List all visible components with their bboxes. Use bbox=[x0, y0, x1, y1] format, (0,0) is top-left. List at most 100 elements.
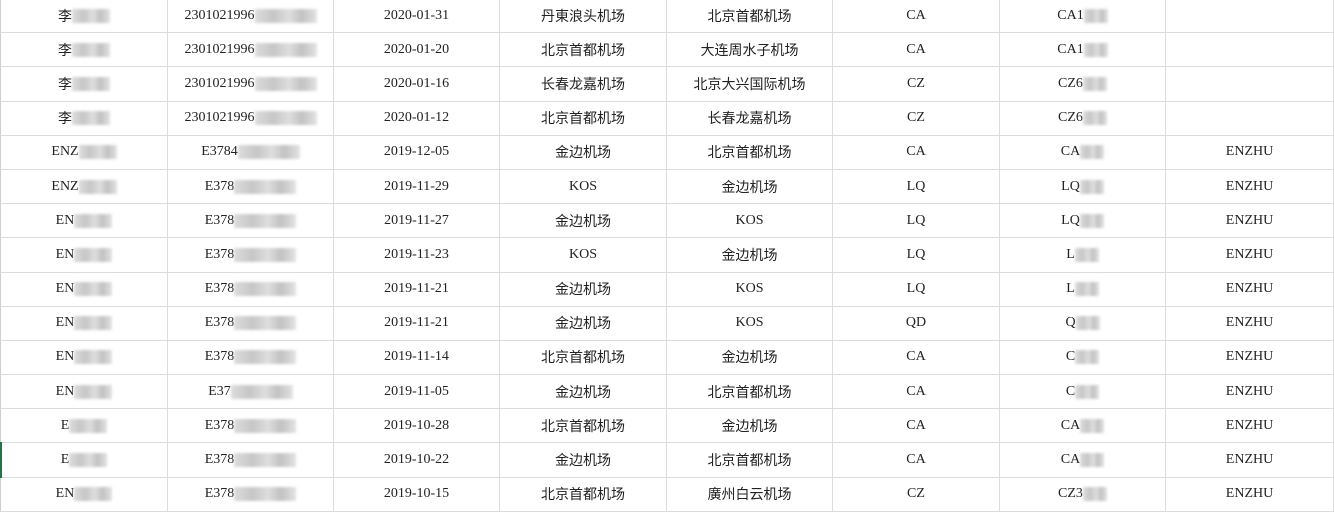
flight-number-cell[interactable]: L bbox=[1000, 238, 1166, 272]
id-number-cell[interactable]: E378 bbox=[168, 204, 334, 238]
name-cell[interactable]: 李 bbox=[0, 67, 168, 101]
note-cell[interactable] bbox=[1166, 101, 1334, 135]
date-cell[interactable]: 2019-11-14 bbox=[334, 340, 500, 375]
airline-cell[interactable]: CA bbox=[833, 375, 1000, 409]
airline-cell[interactable]: LQ bbox=[833, 169, 1000, 204]
arrival-airport-cell[interactable]: 金边机场 bbox=[667, 238, 833, 272]
flight-number-cell[interactable]: Q bbox=[1000, 306, 1166, 340]
note-cell[interactable]: ENZHU bbox=[1166, 306, 1334, 340]
date-cell[interactable]: 2019-10-15 bbox=[334, 477, 500, 511]
arrival-airport-cell[interactable]: KOS bbox=[667, 272, 833, 306]
arrival-airport-cell[interactable]: 廣州白云机场 bbox=[667, 477, 833, 511]
name-cell[interactable]: EN bbox=[0, 272, 168, 306]
name-cell[interactable]: 李 bbox=[0, 101, 168, 135]
id-number-cell[interactable]: 2301021996 bbox=[168, 67, 334, 101]
id-number-cell[interactable]: E378 bbox=[168, 340, 334, 375]
note-cell[interactable]: ENZHU bbox=[1166, 135, 1334, 169]
airline-cell[interactable]: CZ bbox=[833, 477, 1000, 511]
date-cell[interactable]: 2019-11-23 bbox=[334, 238, 500, 272]
note-cell[interactable]: ENZHU bbox=[1166, 477, 1334, 511]
departure-airport-cell[interactable]: 金边机场 bbox=[500, 443, 667, 477]
id-number-cell[interactable]: E378 bbox=[168, 306, 334, 340]
note-cell[interactable]: ENZHU bbox=[1166, 272, 1334, 306]
date-cell[interactable]: 2020-01-31 bbox=[334, 0, 500, 33]
name-cell[interactable]: EN bbox=[0, 477, 168, 511]
date-cell[interactable]: 2019-12-05 bbox=[334, 135, 500, 169]
airline-cell[interactable]: LQ bbox=[833, 204, 1000, 238]
note-cell[interactable]: ENZHU bbox=[1166, 238, 1334, 272]
departure-airport-cell[interactable]: 北京首都机场 bbox=[500, 101, 667, 135]
flight-number-cell[interactable]: CA1 bbox=[1000, 0, 1166, 33]
note-cell[interactable]: ENZHU bbox=[1166, 375, 1334, 409]
name-cell[interactable]: EN bbox=[0, 238, 168, 272]
flight-number-cell[interactable]: CA bbox=[1000, 135, 1166, 169]
name-cell[interactable]: EN bbox=[0, 375, 168, 409]
departure-airport-cell[interactable]: KOS bbox=[500, 169, 667, 204]
date-cell[interactable]: 2019-10-28 bbox=[334, 409, 500, 443]
flight-number-cell[interactable]: CA bbox=[1000, 409, 1166, 443]
departure-airport-cell[interactable]: 金边机场 bbox=[500, 375, 667, 409]
arrival-airport-cell[interactable]: 北京首都机场 bbox=[667, 135, 833, 169]
note-cell[interactable]: ENZHU bbox=[1166, 169, 1334, 204]
departure-airport-cell[interactable]: 长春龙嘉机场 bbox=[500, 67, 667, 101]
airline-cell[interactable]: CZ bbox=[833, 101, 1000, 135]
id-number-cell[interactable]: E378 bbox=[168, 238, 334, 272]
departure-airport-cell[interactable]: 丹東浪头机场 bbox=[500, 0, 667, 33]
name-cell[interactable]: ENZ bbox=[0, 169, 168, 204]
date-cell[interactable]: 2019-11-29 bbox=[334, 169, 500, 204]
airline-cell[interactable]: CA bbox=[833, 409, 1000, 443]
id-number-cell[interactable]: E378 bbox=[168, 272, 334, 306]
note-cell[interactable] bbox=[1166, 67, 1334, 101]
note-cell[interactable] bbox=[1166, 0, 1334, 33]
flight-number-cell[interactable]: CZ6 bbox=[1000, 101, 1166, 135]
arrival-airport-cell[interactable]: 大连周水子机场 bbox=[667, 33, 833, 67]
note-cell[interactable] bbox=[1166, 33, 1334, 67]
name-cell[interactable]: 李 bbox=[0, 0, 168, 33]
id-number-cell[interactable]: E378 bbox=[168, 409, 334, 443]
departure-airport-cell[interactable]: 金边机场 bbox=[500, 135, 667, 169]
flight-number-cell[interactable]: L bbox=[1000, 272, 1166, 306]
name-cell[interactable]: E bbox=[0, 409, 168, 443]
flight-number-cell[interactable]: LQ bbox=[1000, 204, 1166, 238]
airline-cell[interactable]: LQ bbox=[833, 238, 1000, 272]
airline-cell[interactable]: CA bbox=[833, 443, 1000, 477]
airline-cell[interactable]: CA bbox=[833, 340, 1000, 375]
departure-airport-cell[interactable]: 北京首都机场 bbox=[500, 409, 667, 443]
airline-cell[interactable]: QD bbox=[833, 306, 1000, 340]
airline-cell[interactable]: CA bbox=[833, 33, 1000, 67]
airline-cell[interactable]: LQ bbox=[833, 272, 1000, 306]
date-cell[interactable]: 2019-11-21 bbox=[334, 272, 500, 306]
departure-airport-cell[interactable]: 北京首都机场 bbox=[500, 33, 667, 67]
departure-airport-cell[interactable]: 北京首都机场 bbox=[500, 477, 667, 511]
id-number-cell[interactable]: E37 bbox=[168, 375, 334, 409]
date-cell[interactable]: 2020-01-20 bbox=[334, 33, 500, 67]
date-cell[interactable]: 2019-11-05 bbox=[334, 375, 500, 409]
id-number-cell[interactable]: E378 bbox=[168, 443, 334, 477]
arrival-airport-cell[interactable]: KOS bbox=[667, 306, 833, 340]
arrival-airport-cell[interactable]: 金边机场 bbox=[667, 340, 833, 375]
note-cell[interactable]: ENZHU bbox=[1166, 443, 1334, 477]
arrival-airport-cell[interactable]: 金边机场 bbox=[667, 409, 833, 443]
flight-number-cell[interactable]: CZ6 bbox=[1000, 67, 1166, 101]
airline-cell[interactable]: CA bbox=[833, 135, 1000, 169]
id-number-cell[interactable]: 2301021996 bbox=[168, 101, 334, 135]
flight-number-cell[interactable]: LQ bbox=[1000, 169, 1166, 204]
date-cell[interactable]: 2019-10-22 bbox=[334, 443, 500, 477]
flight-number-cell[interactable]: CZ3 bbox=[1000, 477, 1166, 511]
arrival-airport-cell[interactable]: 北京首都机场 bbox=[667, 375, 833, 409]
airline-cell[interactable]: CA bbox=[833, 0, 1000, 33]
arrival-airport-cell[interactable]: 金边机场 bbox=[667, 169, 833, 204]
id-number-cell[interactable]: 2301021996 bbox=[168, 0, 334, 33]
departure-airport-cell[interactable]: 北京首都机场 bbox=[500, 340, 667, 375]
id-number-cell[interactable]: E378 bbox=[168, 169, 334, 204]
flight-number-cell[interactable]: C bbox=[1000, 375, 1166, 409]
arrival-airport-cell[interactable]: 长春龙嘉机场 bbox=[667, 101, 833, 135]
arrival-airport-cell[interactable]: 北京首都机场 bbox=[667, 443, 833, 477]
name-cell[interactable]: EN bbox=[0, 204, 168, 238]
id-number-cell[interactable]: E378 bbox=[168, 477, 334, 511]
name-cell[interactable]: 李 bbox=[0, 33, 168, 67]
date-cell[interactable]: 2020-01-16 bbox=[334, 67, 500, 101]
date-cell[interactable]: 2019-11-21 bbox=[334, 306, 500, 340]
flight-number-cell[interactable]: CA1 bbox=[1000, 33, 1166, 67]
name-cell[interactable]: E bbox=[0, 443, 168, 477]
